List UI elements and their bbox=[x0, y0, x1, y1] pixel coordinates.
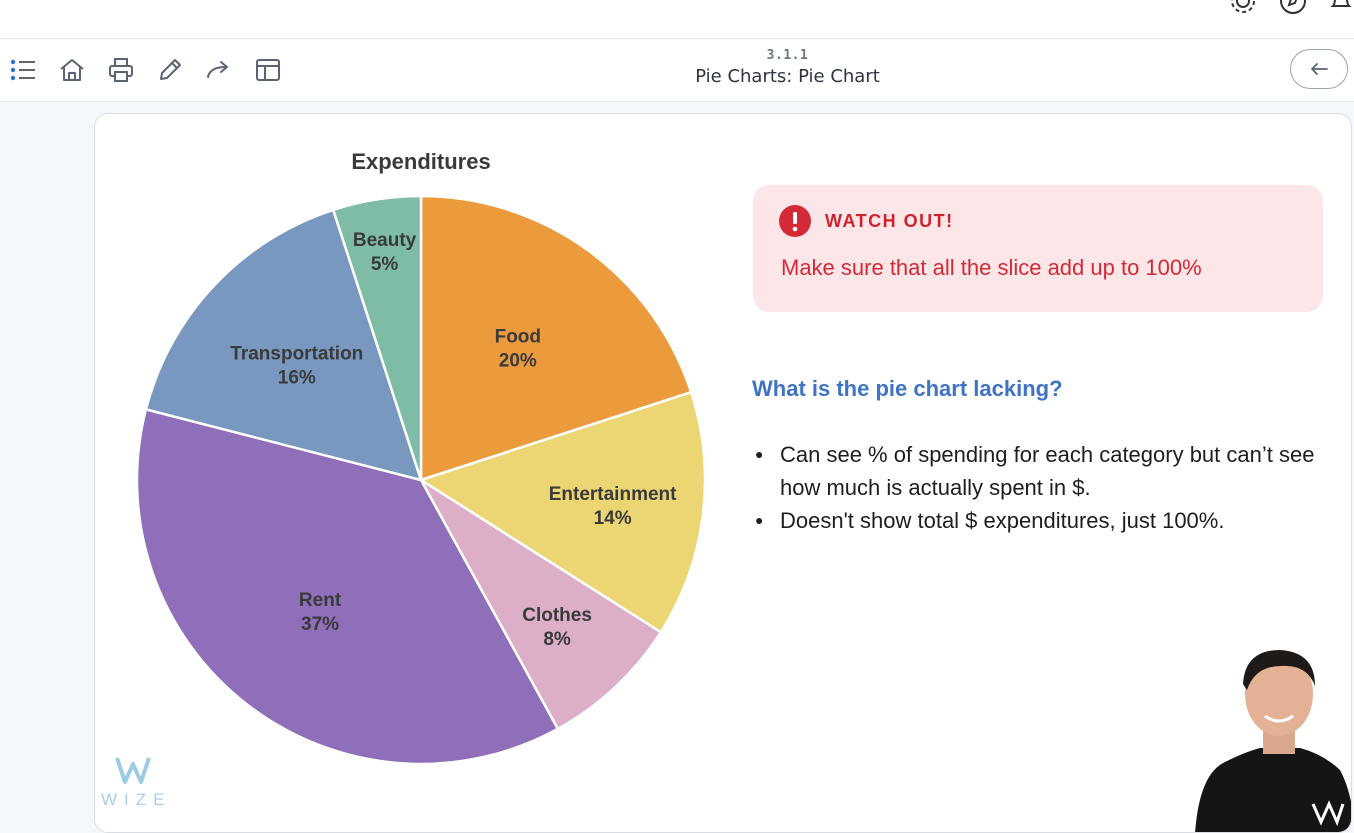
toolbar-tools bbox=[10, 56, 281, 84]
pie-slice-rent bbox=[135, 407, 560, 766]
lesson-number: 3.1.1 bbox=[766, 48, 809, 63]
arrow-left-icon bbox=[1311, 63, 1328, 75]
top-icon-group bbox=[1228, 0, 1354, 16]
bell-icon[interactable] bbox=[1328, 0, 1354, 16]
presenter-video bbox=[1195, 650, 1351, 832]
alert-icon bbox=[779, 205, 811, 237]
watch-out-callout: WATCH OUT! Make sure that all the slice … bbox=[753, 185, 1323, 312]
slice-label-clothes: Clothes bbox=[522, 605, 592, 626]
slice-label-rent: Rent bbox=[299, 590, 342, 611]
top-bar bbox=[0, 0, 1354, 39]
brand-word: WIZE bbox=[101, 790, 172, 809]
pencil-icon[interactable] bbox=[157, 56, 183, 84]
lesson-slide: Expenditures Food 20% Entertainment 14% Clot… bbox=[94, 113, 1352, 833]
pie-slice-food bbox=[419, 194, 693, 482]
callout-title: WATCH OUT! bbox=[825, 210, 954, 231]
bullet-item: Can see % of spending for each category … bbox=[755, 438, 1315, 504]
compass-icon[interactable] bbox=[1278, 0, 1308, 16]
slice-value-clothes: 8% bbox=[543, 629, 571, 650]
pie-slice-clothes bbox=[419, 478, 663, 731]
gear-icon[interactable] bbox=[1228, 0, 1258, 16]
lesson-toolbar: 3.1.1 Pie Charts: Pie Chart bbox=[0, 39, 1354, 102]
slice-value-rent: 37% bbox=[301, 614, 339, 635]
bullet-list: Can see % of spending for each category … bbox=[755, 438, 1315, 537]
home-icon[interactable] bbox=[59, 56, 85, 84]
lesson-title: Pie Charts: Pie Chart bbox=[695, 66, 880, 87]
pie-slice-transportation bbox=[144, 208, 423, 482]
slice-value-food: 20% bbox=[499, 351, 537, 372]
slice-label-entertainment: Entertainment bbox=[549, 484, 677, 505]
pie-slice-beauty bbox=[331, 194, 423, 481]
print-icon[interactable] bbox=[108, 56, 134, 84]
pie-chart: Expenditures Food 20% Entertainment 14% Clot… bbox=[135, 149, 707, 766]
slice-value-transportation: 16% bbox=[278, 367, 316, 388]
forward-icon[interactable] bbox=[206, 56, 232, 84]
callout-text: Make sure that all the slice add up to 1… bbox=[781, 255, 1202, 280]
list-icon[interactable] bbox=[10, 56, 36, 84]
slice-value-beauty: 5% bbox=[371, 254, 399, 275]
slice-label-beauty: Beauty bbox=[353, 230, 417, 251]
slice-label-food: Food bbox=[495, 327, 541, 348]
back-button[interactable] bbox=[1290, 49, 1348, 89]
bullet-item: Doesn't show total $ expenditures, just … bbox=[755, 504, 1315, 537]
chart-title: Expenditures bbox=[351, 149, 490, 174]
slice-label-transportation: Transportation bbox=[230, 343, 363, 364]
layout-icon[interactable] bbox=[255, 56, 281, 84]
slice-value-entertainment: 14% bbox=[594, 508, 632, 529]
callout-header: WATCH OUT! bbox=[779, 205, 954, 237]
question-heading: What is the pie chart lacking? bbox=[752, 376, 1063, 401]
pie-slice-entertainment bbox=[418, 390, 707, 634]
wize-logo bbox=[115, 757, 151, 784]
